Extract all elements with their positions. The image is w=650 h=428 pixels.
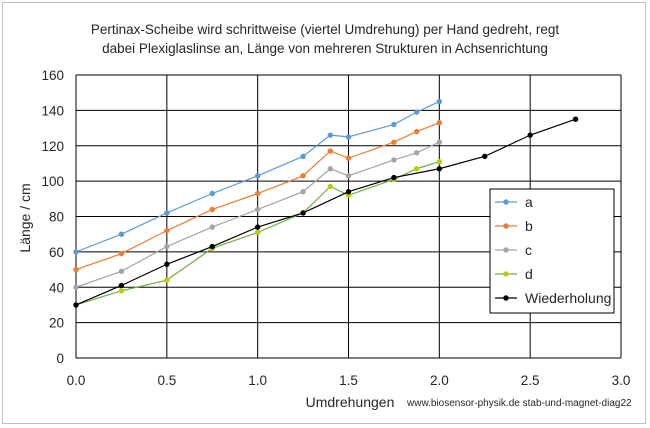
data-point [254,190,261,197]
data-point [73,284,79,290]
legend-label: b [525,218,533,234]
data-point [118,268,125,275]
y-tick-label: 60 [49,245,64,260]
data-point [300,189,306,195]
data-point [391,121,397,128]
gridlines [76,74,622,358]
data-point [345,173,352,179]
y-tick-label: 80 [49,210,64,225]
x-axis-title: Umdrehungen [306,394,395,410]
legend-marker [503,223,509,229]
legend-label: c [525,242,532,258]
data-point [164,210,170,216]
legend-marker [503,295,509,301]
data-point [164,243,170,250]
data-point [327,183,334,190]
chart-title-line-2: dabei Plexiglaslinse an, Länge von mehre… [102,41,548,56]
data-point [300,210,306,216]
data-point [118,282,125,289]
data-point [436,158,443,165]
x-tick-label: 2.5 [521,373,540,388]
data-point [300,153,306,160]
x-tick-label: 0.0 [67,373,86,388]
series-line [75,118,576,306]
data-point [164,261,170,267]
y-tick-label: 0 [56,351,64,366]
data-point [327,148,334,154]
chart-title-line-1: Pertinax-Scheibe wird schrittweise (vier… [90,22,560,37]
series-group [73,98,579,308]
data-point [209,206,215,213]
data-point [436,98,443,105]
data-point [391,174,397,181]
data-point [413,128,420,135]
x-tick-label: 3.0 [612,373,631,388]
x-tick-label: 1.5 [339,373,358,388]
y-tick-label: 140 [41,103,64,118]
data-point [209,224,215,230]
data-point [209,190,215,197]
legend-marker [503,199,509,205]
data-point [345,189,352,195]
data-point [118,250,125,257]
data-point [413,109,420,115]
x-tick-label: 2.0 [430,373,449,388]
data-point [118,288,125,294]
legend-box [489,188,615,314]
series-b [73,120,443,273]
data-point [254,229,261,236]
y-tick-label: 120 [41,139,64,154]
data-point [345,134,352,140]
y-tick-label: 40 [49,280,64,295]
chart-title: Pertinax-Scheibe wird schrittweise (vier… [0,20,650,58]
data-point [300,173,306,179]
y-tick-label: 20 [49,316,64,331]
y-tick-label: 160 [41,68,64,83]
legend-item-c: c [495,242,532,258]
data-point [413,166,420,172]
series-c [73,139,443,290]
series-a [73,98,443,255]
legend-marker [503,247,509,253]
data-point [436,139,443,145]
y-tick-label: 100 [41,174,64,189]
data-point [572,116,579,122]
data-point [254,206,261,213]
data-point [345,155,352,161]
data-point [527,132,533,138]
data-point [436,120,443,126]
data-point [327,166,334,172]
legend-item-wiederholung: Wiederholung [495,290,611,306]
data-point [327,132,334,138]
data-point [118,231,125,237]
data-point [391,139,397,145]
data-point [391,157,397,163]
data-point [209,243,215,250]
x-tick-label: 1.0 [248,373,267,388]
axes: 0 20 40 60 80 100 120 140 160 0.0 0.5 1.0 1.5 2.0 2.5 3… [41,68,630,388]
legend-marker [503,271,509,277]
data-point [73,249,79,255]
source-note: www.biosensor-physik.de stab-und-magnet-… [406,398,632,409]
series-wiederholung [73,116,579,308]
data-point [73,266,79,273]
data-point [164,277,170,283]
legend-item-a: a [495,194,533,210]
x-tick-label: 0.5 [157,373,176,388]
legend-item-d: d [495,266,533,282]
legend-item-b: b [495,218,533,234]
legend-label: a [525,194,533,210]
y-axis-title: Länge / cm [17,183,33,252]
legend-label: Wiederholung [525,290,611,306]
data-point [73,302,79,308]
data-point [254,173,261,179]
data-point [413,150,420,156]
legend-label: d [525,266,533,282]
data-point [436,166,443,172]
data-point [164,227,170,234]
data-point [482,153,488,160]
data-point [254,224,261,230]
